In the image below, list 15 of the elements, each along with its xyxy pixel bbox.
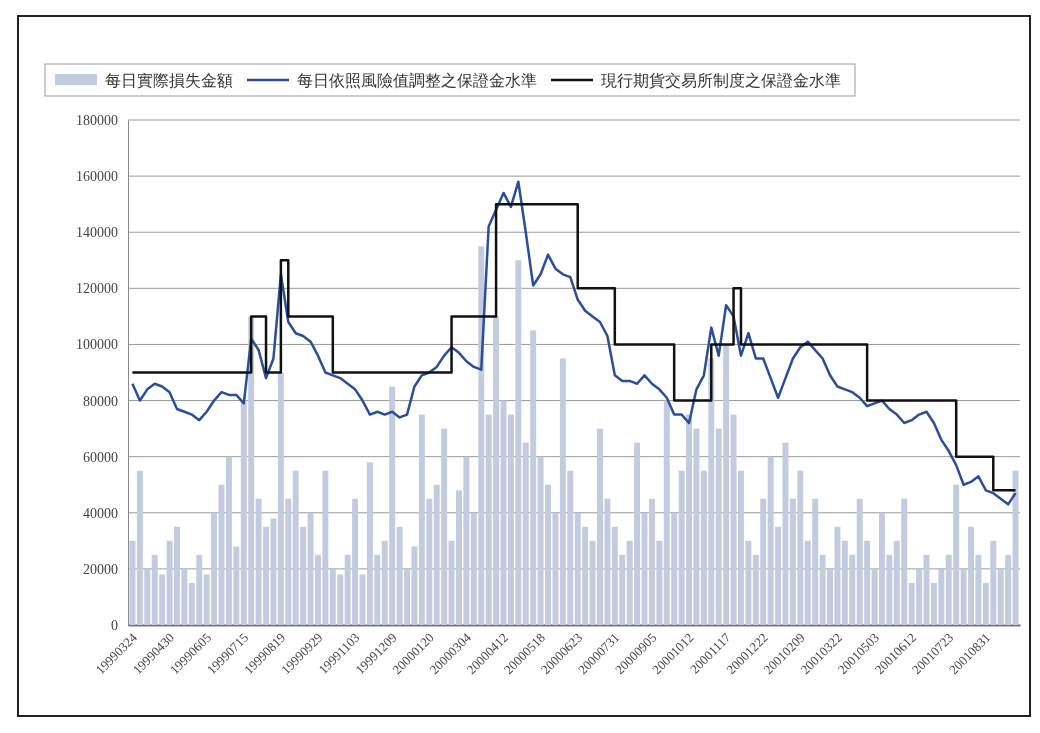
y-tick-label: 160000 xyxy=(76,169,118,185)
y-tick-label: 100000 xyxy=(76,337,118,353)
bar xyxy=(129,540,136,625)
y-tick-label: 120000 xyxy=(76,281,118,297)
bar xyxy=(1012,470,1019,625)
y-tick-label: 180000 xyxy=(76,112,118,128)
legend-label: 每日實際損失金額 xyxy=(105,71,233,89)
y-tick-label: 0 xyxy=(111,617,118,633)
y-tick-label: 20000 xyxy=(83,561,118,577)
y-tick-label: 140000 xyxy=(76,225,118,241)
y-tick-label: 60000 xyxy=(83,449,118,465)
legend-label: 每日依照風險值調整之保證金水準 xyxy=(297,71,537,89)
legend-label: 現行期貨交易所制度之保證金水準 xyxy=(601,71,841,89)
y-tick-label: 80000 xyxy=(83,393,118,409)
y-tick-label: 40000 xyxy=(83,505,118,521)
